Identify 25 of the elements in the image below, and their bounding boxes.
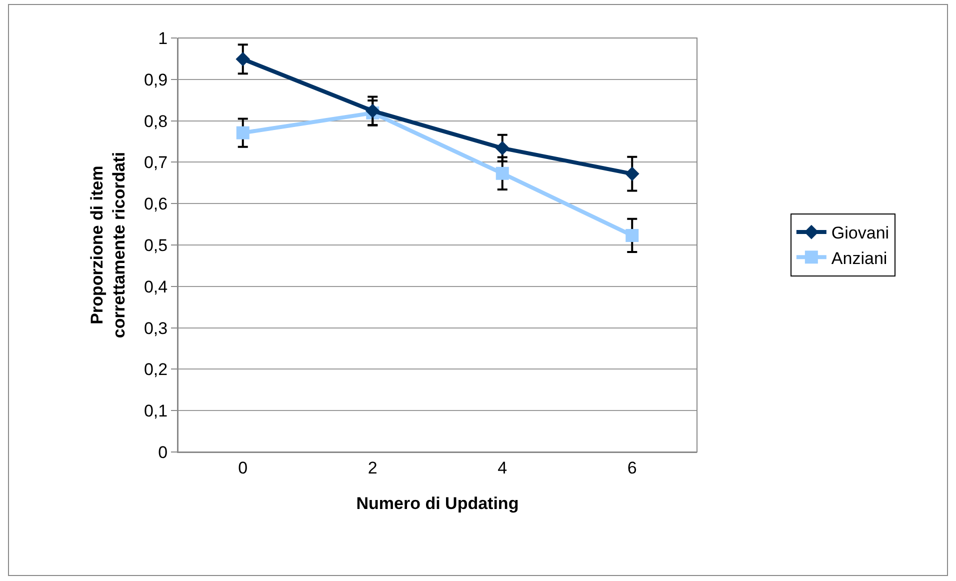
y-tick-label: 1 (158, 28, 168, 48)
legend-label: Anziani (831, 248, 888, 268)
legend-label: Giovani (831, 224, 890, 243)
y-tick-label: 0,9 (144, 70, 168, 90)
y-tick-label: 0,7 (144, 153, 168, 172)
y-tick-label: 0,8 (144, 112, 168, 131)
x-axis-title: Numero di Updating (356, 494, 519, 513)
point (236, 52, 250, 66)
x-tick-label: 4 (498, 458, 508, 478)
y-tick-label: 0,5 (144, 236, 168, 255)
point (496, 166, 509, 180)
y-axis-title: Proporzione di item correttamente ricordati (87, 152, 129, 338)
point (495, 140, 510, 156)
y-tick-label: 0,2 (144, 360, 168, 380)
y-tick-label: 0,6 (144, 194, 168, 214)
point (236, 126, 250, 140)
point (624, 166, 640, 181)
y-tick-label: 0,1 (144, 402, 168, 421)
point (626, 228, 639, 242)
y-tick-label: 0,4 (144, 277, 168, 296)
x-tick-label: 2 (368, 458, 378, 478)
x-tick-label: 0 (238, 458, 248, 478)
y-tick-label: 0,3 (144, 318, 168, 338)
x-tick-label: 6 (627, 458, 637, 478)
y-tick-label: 0 (158, 442, 168, 462)
